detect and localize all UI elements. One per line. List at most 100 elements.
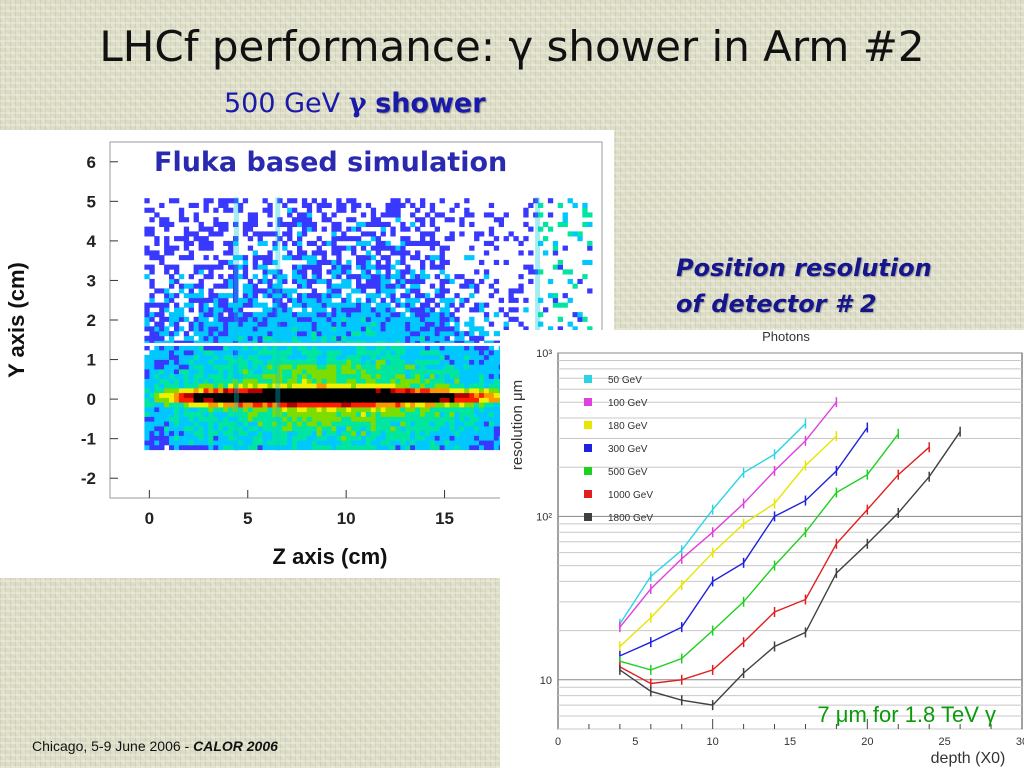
y-axis-title: Y axis (cm) bbox=[4, 262, 29, 378]
heatmap-cell bbox=[469, 293, 475, 299]
y-tick-label: -1 bbox=[81, 430, 96, 449]
heatmap-cell bbox=[469, 354, 475, 360]
heatmap-cell bbox=[469, 392, 475, 398]
x-tick-label: 10 bbox=[707, 736, 719, 748]
heatmap-cell bbox=[395, 331, 401, 337]
heatmap-cell bbox=[390, 430, 396, 436]
heatmap-cell bbox=[360, 397, 367, 403]
heatmap-cell bbox=[164, 307, 170, 313]
heatmap-cell bbox=[169, 373, 175, 379]
heatmap-cell bbox=[459, 369, 465, 375]
heatmap-cell bbox=[356, 364, 362, 370]
heatmap-cell bbox=[336, 207, 342, 213]
heatmap-cell bbox=[464, 283, 470, 289]
heatmap-cell bbox=[351, 288, 357, 294]
heatmap-cell bbox=[351, 369, 357, 375]
heatmap-cell bbox=[331, 416, 337, 422]
heatmap-cell bbox=[380, 345, 386, 351]
heatmap-cell bbox=[301, 373, 308, 379]
heatmap-cell bbox=[174, 426, 180, 432]
heatmap-cell bbox=[267, 397, 273, 403]
heatmap-cell bbox=[587, 240, 593, 246]
heatmap-cell bbox=[356, 335, 362, 341]
heatmap-cell bbox=[228, 207, 234, 213]
heatmap-cell bbox=[262, 364, 268, 370]
heatmap-cell bbox=[439, 212, 445, 218]
heatmap-cell bbox=[154, 250, 160, 256]
heatmap-cell bbox=[149, 397, 155, 403]
heatmap-cell bbox=[233, 335, 239, 341]
heatmap-cell bbox=[420, 293, 426, 299]
heatmap-cell bbox=[311, 350, 317, 356]
heatmap-cell bbox=[228, 345, 234, 351]
heatmap-cell bbox=[439, 326, 445, 332]
heatmap-cell bbox=[188, 426, 194, 432]
heatmap-cell bbox=[464, 416, 470, 422]
heatmap-cell bbox=[454, 293, 460, 299]
legend-swatch bbox=[584, 513, 592, 521]
heatmap-cell bbox=[159, 440, 165, 446]
heatmap-cell bbox=[346, 198, 352, 204]
heatmap-cell bbox=[208, 245, 214, 251]
heatmap-cell bbox=[410, 307, 416, 313]
heatmap-cell bbox=[415, 350, 421, 356]
heatmap-cell bbox=[424, 440, 431, 446]
heatmap-cell bbox=[223, 316, 229, 322]
heatmap-cell bbox=[297, 255, 303, 261]
heatmap-cell bbox=[252, 364, 258, 370]
heatmap-cell bbox=[223, 250, 229, 256]
heatmap-cell bbox=[321, 445, 327, 451]
heatmap-cell bbox=[469, 378, 475, 384]
heatmap-cell bbox=[405, 302, 411, 308]
heatmap-cell bbox=[533, 198, 539, 204]
heatmap-cell bbox=[159, 307, 165, 313]
heatmap-cell bbox=[493, 259, 500, 265]
heatmap-cell bbox=[316, 426, 322, 432]
heatmap-cell bbox=[469, 426, 475, 432]
heatmap-cell bbox=[272, 407, 278, 413]
heatmap-cell bbox=[208, 411, 214, 417]
heatmap-cell bbox=[321, 354, 327, 360]
heatmap-cell bbox=[203, 435, 209, 441]
heatmap-cell bbox=[169, 312, 175, 318]
heatmap-cell bbox=[415, 445, 421, 451]
heatmap-cell bbox=[400, 421, 406, 427]
heatmap-cell bbox=[395, 283, 401, 289]
heatmap-cell bbox=[444, 407, 450, 413]
heatmap-cell bbox=[321, 440, 327, 446]
heatmap-cell bbox=[267, 407, 273, 413]
heatmap-cell bbox=[267, 364, 273, 370]
heatmap-cell bbox=[434, 383, 440, 389]
heatmap-cell bbox=[587, 259, 593, 265]
heatmap-cell bbox=[488, 392, 495, 398]
heatmap-cell bbox=[341, 397, 347, 403]
heatmap-cell bbox=[336, 354, 342, 360]
heatmap-cell bbox=[193, 350, 199, 356]
heatmap-cell bbox=[346, 430, 352, 436]
heatmap-cell bbox=[459, 378, 465, 384]
heatmap-cell bbox=[336, 388, 342, 394]
heatmap-cell bbox=[365, 255, 372, 261]
heatmap-cell bbox=[429, 312, 436, 318]
heatmap-cell bbox=[282, 402, 288, 408]
heatmap-cell bbox=[356, 411, 362, 417]
heatmap-cell bbox=[479, 402, 485, 408]
heatmap-cell bbox=[247, 378, 254, 384]
heatmap-cell bbox=[252, 293, 258, 299]
heatmap-cell bbox=[429, 259, 436, 265]
heatmap-cell bbox=[208, 326, 214, 332]
series-500-gev bbox=[619, 428, 900, 675]
heatmap-cell bbox=[174, 331, 180, 337]
heatmap-cell bbox=[277, 426, 283, 432]
heatmap-cell bbox=[164, 411, 170, 417]
heatmap-cell bbox=[351, 397, 357, 403]
heatmap-cell bbox=[149, 369, 155, 375]
heatmap-cell bbox=[390, 297, 396, 303]
heatmap-cell bbox=[439, 264, 445, 270]
heatmap-cell bbox=[331, 426, 337, 432]
heatmap-cell bbox=[380, 445, 386, 451]
heatmap-cell bbox=[306, 207, 313, 213]
heatmap-cell bbox=[474, 435, 480, 441]
heatmap-cell bbox=[365, 297, 372, 303]
heatmap-cell bbox=[434, 435, 440, 441]
